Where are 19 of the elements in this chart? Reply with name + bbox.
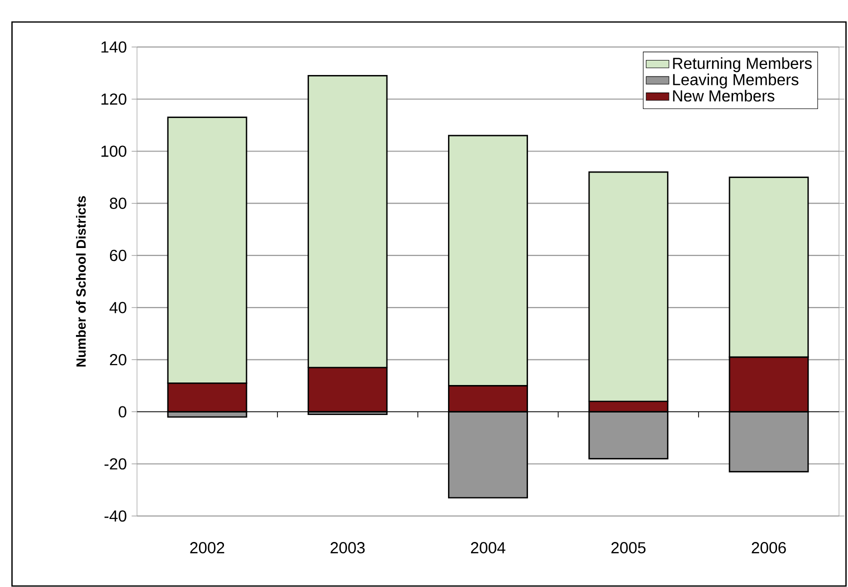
- y-tick-label: -20: [104, 458, 126, 470]
- y-tick-label: 140: [101, 41, 126, 53]
- x-tick-label: 2003: [330, 542, 365, 554]
- x-tick-label: 2002: [190, 542, 224, 554]
- legend-label: Returning Members: [673, 57, 812, 72]
- legend-label: New Members: [673, 90, 774, 102]
- y-tick-label: 40: [110, 302, 126, 314]
- x-tick-label: 2005: [611, 542, 646, 554]
- y-tick-label: -40: [104, 510, 126, 522]
- y-tick-label: 100: [101, 146, 126, 157]
- x-tick-label: 2004: [471, 542, 506, 554]
- y-axis-title: Number of School Districts: [76, 196, 86, 367]
- legend-label: Leaving Members: [673, 74, 798, 88]
- y-tick-label: 20: [110, 354, 126, 366]
- x-tick-label: 2006: [752, 542, 786, 554]
- y-tick-label: 120: [101, 93, 126, 105]
- y-tick-label: 0: [118, 406, 126, 418]
- y-tick-label: 80: [110, 198, 126, 209]
- y-tick-label: 60: [110, 250, 126, 262]
